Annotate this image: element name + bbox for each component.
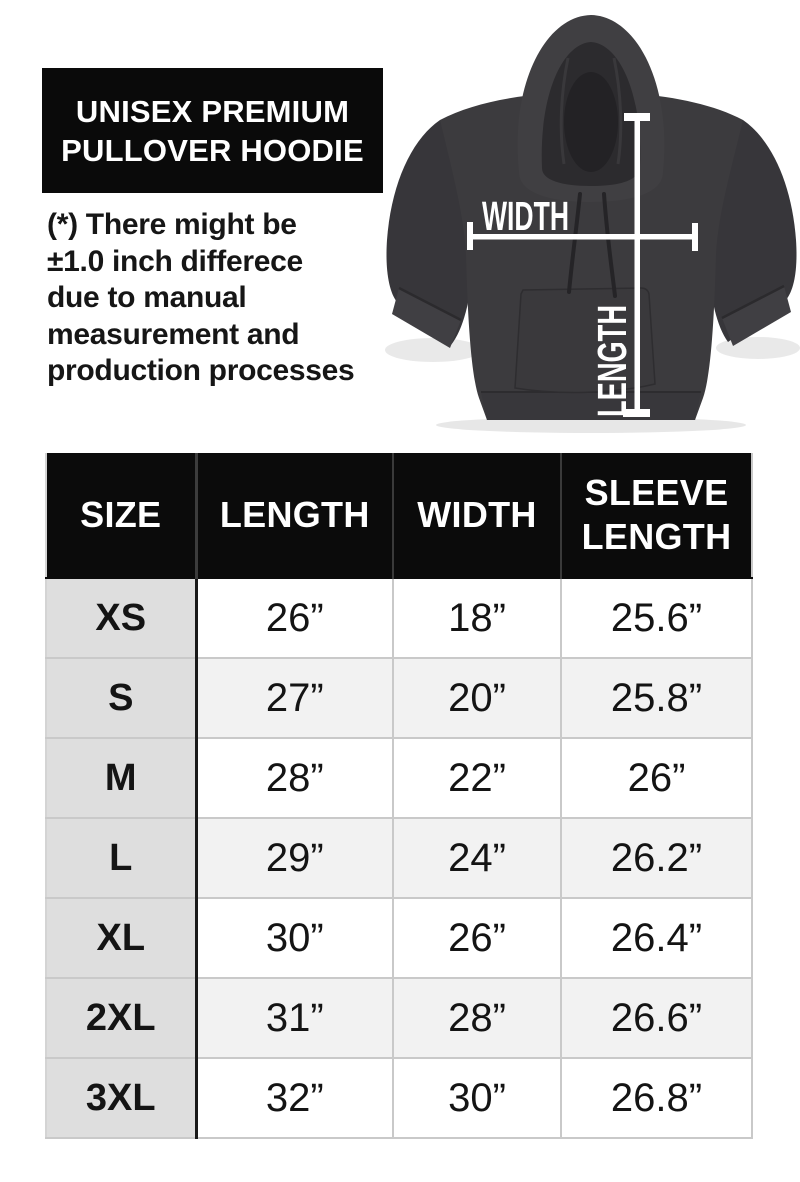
size-cell: L	[46, 817, 196, 898]
width-cell: 24”	[392, 817, 561, 898]
header-size: SIZE	[46, 453, 196, 578]
size-cell: S	[46, 657, 196, 738]
length-measure-line	[623, 113, 650, 417]
size-cell: 3XL	[46, 1057, 196, 1138]
width-measure-line	[467, 222, 698, 251]
width-cell: 22”	[392, 737, 561, 818]
disclaimer-line: ±1.0 inch differece	[47, 244, 303, 278]
hoodie-illustration: WIDTH LENGTH	[385, 15, 800, 433]
hood-fold	[559, 57, 570, 165]
sleeve-length-cell: 25.8”	[560, 657, 752, 738]
product-title-banner: UNISEX PREMIUM PULLOVER HOODIE	[42, 68, 383, 193]
header-length: LENGTH	[194, 453, 393, 578]
hood-fold	[612, 57, 623, 165]
table-row-3xl: 3XL 32” 30” 26.8”	[46, 1057, 752, 1138]
width-cell: 28”	[392, 977, 561, 1058]
drawstring-left	[567, 192, 582, 294]
product-title-line1: UNISEX PREMIUM	[75, 93, 350, 129]
width-label: WIDTH	[482, 193, 569, 239]
length-cell: 26”	[194, 577, 393, 658]
size-chart-table: SIZE LENGTH WIDTH SLEEVE LENGTH XS 26” 1…	[45, 453, 753, 1139]
product-title-line2: PULLOVER HOODIE	[61, 132, 364, 168]
header-sleeve-length: SLEEVE LENGTH	[560, 453, 752, 578]
header-row: SIZE LENGTH WIDTH SLEEVE LENGTH	[46, 453, 752, 578]
sleeve-length-cell: 26.2”	[560, 817, 752, 898]
length-cell: 28”	[194, 737, 393, 818]
width-cell: 26”	[392, 897, 561, 978]
sleeve-length-cell: 26”	[560, 737, 752, 818]
length-cell: 30”	[194, 897, 393, 978]
right-cuff-seam	[721, 284, 785, 320]
width-cell: 18”	[392, 577, 561, 658]
sleeve-length-cell: 26.4”	[560, 897, 752, 978]
table-row-s: S 27” 20” 25.8”	[46, 657, 752, 738]
size-cell: M	[46, 737, 196, 818]
length-cell: 31”	[194, 977, 393, 1058]
header-width: WIDTH	[392, 453, 561, 578]
length-cell: 27”	[194, 657, 393, 738]
table-row-l: L 29” 24” 26.2”	[46, 817, 752, 898]
table-row-xs: XS 26” 18” 25.6”	[46, 577, 752, 658]
measurement-disclaimer: (*) There might be ±1.0 inch differece d…	[47, 207, 397, 390]
hood-opening	[564, 72, 618, 172]
size-cell: XL	[46, 897, 196, 978]
left-cuff	[392, 288, 461, 348]
size-cell: XS	[46, 577, 196, 658]
disclaimer-line: (*) There might be	[47, 208, 297, 241]
right-cuff	[722, 286, 791, 346]
sleeve-length-cell: 26.6”	[560, 977, 752, 1058]
kangaroo-pocket	[514, 287, 656, 394]
length-label: LENGTH	[589, 305, 635, 417]
width-cell: 20”	[392, 657, 561, 738]
table-row-m: M 28” 22” 26”	[46, 737, 752, 818]
length-cell: 29”	[194, 817, 393, 898]
disclaimer-line: production processes	[47, 354, 355, 387]
hoodie-body	[440, 92, 743, 420]
table-row-2xl: 2XL 31” 28” 26.6”	[46, 977, 752, 1058]
disclaimer-line: measurement and	[47, 317, 300, 351]
shadow	[436, 417, 746, 433]
table-row-xl: XL 30” 26” 26.4”	[46, 897, 752, 978]
drawstring-right	[602, 192, 617, 298]
size-cell: 2XL	[46, 977, 196, 1058]
width-cell: 30”	[392, 1057, 561, 1138]
shadow	[385, 338, 481, 362]
hoodie-measurement-diagram: WIDTH LENGTH	[383, 0, 800, 435]
left-cuff-seam	[398, 286, 462, 322]
disclaimer-line: due to manual	[47, 281, 247, 314]
left-sleeve	[386, 120, 474, 345]
sleeve-length-cell: 25.6”	[560, 577, 752, 658]
length-cell: 32”	[194, 1057, 393, 1138]
right-sleeve	[707, 120, 797, 342]
sleeve-length-cell: 26.8”	[560, 1057, 752, 1138]
